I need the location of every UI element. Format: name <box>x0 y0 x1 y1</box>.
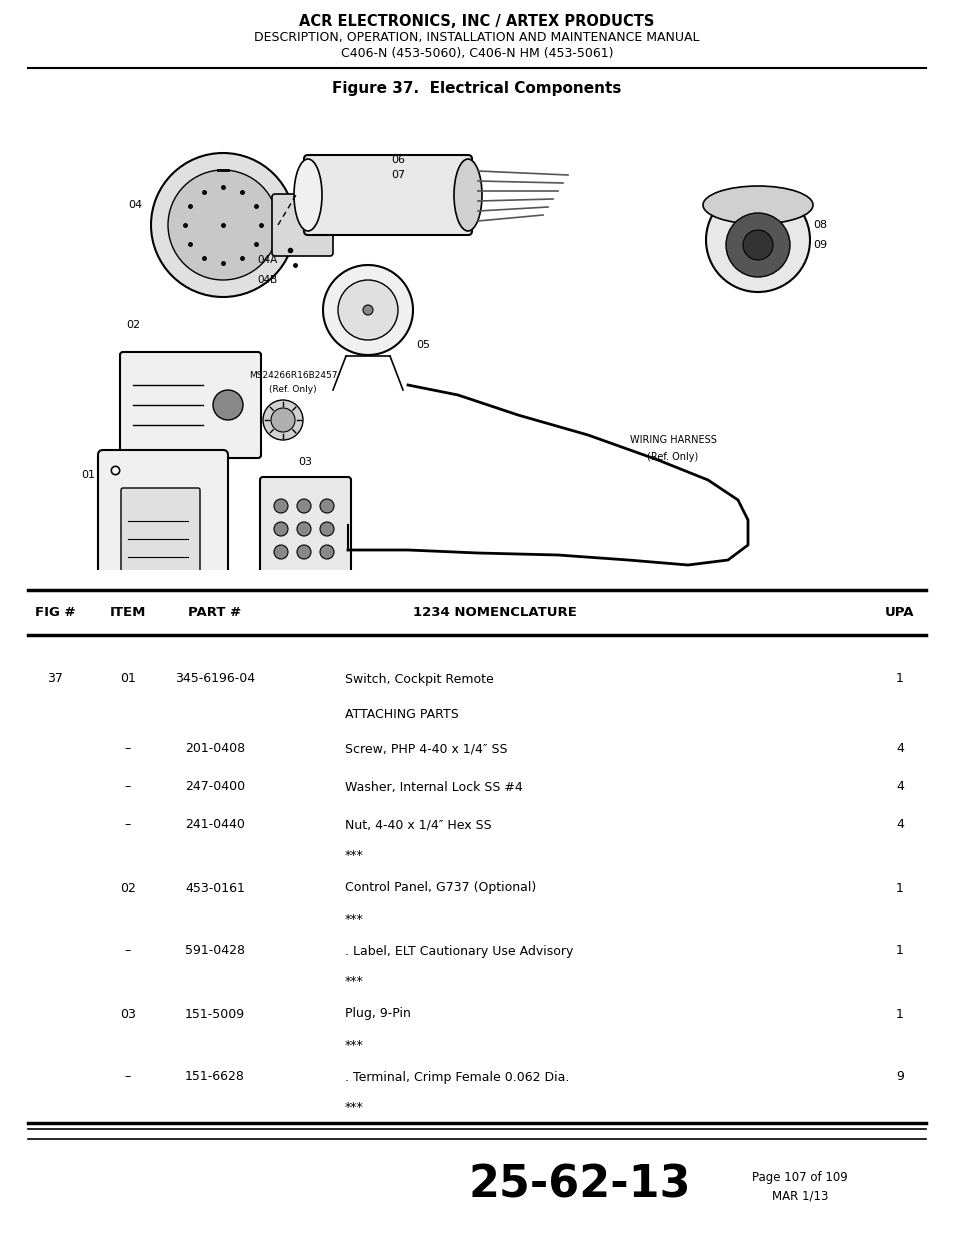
Circle shape <box>319 499 334 513</box>
Text: Screw, PHP 4-40 x 1/4″ SS: Screw, PHP 4-40 x 1/4″ SS <box>345 742 507 756</box>
Circle shape <box>725 212 789 277</box>
Text: MAR 1/13: MAR 1/13 <box>771 1189 827 1203</box>
Text: ACR ELECTRONICS, INC / ARTEX PRODUCTS: ACR ELECTRONICS, INC / ARTEX PRODUCTS <box>299 15 654 30</box>
Circle shape <box>274 545 288 559</box>
Text: 1: 1 <box>895 945 903 957</box>
Text: 01: 01 <box>81 471 95 480</box>
Text: 4: 4 <box>895 819 903 831</box>
Text: 1: 1 <box>895 1008 903 1020</box>
Text: 591-0428: 591-0428 <box>185 945 245 957</box>
Text: 02: 02 <box>120 882 135 894</box>
Text: (Ref. Only): (Ref. Only) <box>647 452 698 462</box>
Text: ***: *** <box>345 1102 363 1114</box>
Text: Plug, 9-Pin: Plug, 9-Pin <box>345 1008 411 1020</box>
Text: 151-6628: 151-6628 <box>185 1071 245 1083</box>
Text: . Terminal, Crimp Female 0.062 Dia.: . Terminal, Crimp Female 0.062 Dia. <box>345 1071 569 1083</box>
Text: 1: 1 <box>895 882 903 894</box>
Text: 09: 09 <box>812 240 826 249</box>
Text: 02: 02 <box>126 320 140 330</box>
FancyBboxPatch shape <box>272 194 333 256</box>
Circle shape <box>742 230 772 261</box>
Text: 04B: 04B <box>257 275 278 285</box>
Text: –: – <box>125 945 131 957</box>
Text: 1234 NOMENCLATURE: 1234 NOMENCLATURE <box>413 605 577 619</box>
Circle shape <box>296 545 311 559</box>
Text: –: – <box>125 781 131 794</box>
Text: –: – <box>125 1071 131 1083</box>
Text: 4: 4 <box>895 742 903 756</box>
Text: Control Panel, G737 (Optional): Control Panel, G737 (Optional) <box>345 882 536 894</box>
Text: 01: 01 <box>120 673 135 685</box>
Text: PART #: PART # <box>189 605 241 619</box>
Text: 201-0408: 201-0408 <box>185 742 245 756</box>
FancyBboxPatch shape <box>120 352 261 458</box>
Circle shape <box>263 400 303 440</box>
Text: Washer, Internal Lock SS #4: Washer, Internal Lock SS #4 <box>345 781 522 794</box>
Text: ***: *** <box>345 976 363 988</box>
FancyBboxPatch shape <box>260 477 351 573</box>
Circle shape <box>274 499 288 513</box>
Text: 04A: 04A <box>257 254 278 266</box>
Text: MS24266R16B2457: MS24266R16B2457 <box>249 370 337 379</box>
Circle shape <box>323 266 413 354</box>
Ellipse shape <box>454 159 481 231</box>
Text: 03: 03 <box>297 457 312 467</box>
Text: DESCRIPTION, OPERATION, INSTALLATION AND MAINTENANCE MANUAL: DESCRIPTION, OPERATION, INSTALLATION AND… <box>254 32 699 44</box>
Circle shape <box>296 499 311 513</box>
Text: 9: 9 <box>895 1071 903 1083</box>
Text: 08: 08 <box>812 220 826 230</box>
Circle shape <box>363 305 373 315</box>
Circle shape <box>319 545 334 559</box>
Text: . Label, ELT Cautionary Use Advisory: . Label, ELT Cautionary Use Advisory <box>345 945 573 957</box>
Circle shape <box>337 280 397 340</box>
Text: ***: *** <box>345 1039 363 1051</box>
Circle shape <box>168 170 277 280</box>
Text: FIG #: FIG # <box>34 605 75 619</box>
Text: 04: 04 <box>128 200 142 210</box>
Text: 03: 03 <box>120 1008 135 1020</box>
Circle shape <box>271 408 294 432</box>
FancyBboxPatch shape <box>98 450 228 620</box>
Text: 241-0440: 241-0440 <box>185 819 245 831</box>
Text: –: – <box>125 819 131 831</box>
Text: 345-6196-04: 345-6196-04 <box>174 673 254 685</box>
Text: 07: 07 <box>391 170 405 180</box>
Text: ***: *** <box>345 850 363 862</box>
Text: ***: *** <box>345 913 363 925</box>
Ellipse shape <box>294 159 322 231</box>
Text: 1: 1 <box>895 673 903 685</box>
FancyBboxPatch shape <box>121 488 200 592</box>
Text: (Ref. Only): (Ref. Only) <box>269 385 316 394</box>
Text: Page 107 of 109: Page 107 of 109 <box>751 1172 847 1184</box>
Circle shape <box>319 522 334 536</box>
Text: WIRING HARNESS: WIRING HARNESS <box>629 435 716 445</box>
Text: ATTACHING PARTS: ATTACHING PARTS <box>345 708 458 720</box>
Circle shape <box>274 522 288 536</box>
Text: 06: 06 <box>391 156 405 165</box>
Text: 25-62-13: 25-62-13 <box>468 1163 691 1207</box>
Text: UPA: UPA <box>884 605 914 619</box>
Text: C406-N (453-5060), C406-N HM (453-5061): C406-N (453-5060), C406-N HM (453-5061) <box>340 47 613 61</box>
Text: ITEM: ITEM <box>110 605 146 619</box>
Ellipse shape <box>702 186 812 224</box>
Text: 4: 4 <box>895 781 903 794</box>
Text: 247-0400: 247-0400 <box>185 781 245 794</box>
Circle shape <box>213 390 243 420</box>
Text: Switch, Cockpit Remote: Switch, Cockpit Remote <box>345 673 494 685</box>
Text: 37: 37 <box>47 673 63 685</box>
Circle shape <box>296 522 311 536</box>
FancyBboxPatch shape <box>304 156 472 235</box>
Text: Figure 37.  Electrical Components: Figure 37. Electrical Components <box>332 80 621 95</box>
Circle shape <box>151 153 294 296</box>
Text: 151-5009: 151-5009 <box>185 1008 245 1020</box>
Text: 05: 05 <box>416 340 430 350</box>
Text: –: – <box>125 742 131 756</box>
Circle shape <box>705 188 809 291</box>
Text: 453-0161: 453-0161 <box>185 882 245 894</box>
Text: Nut, 4-40 x 1/4″ Hex SS: Nut, 4-40 x 1/4″ Hex SS <box>345 819 491 831</box>
